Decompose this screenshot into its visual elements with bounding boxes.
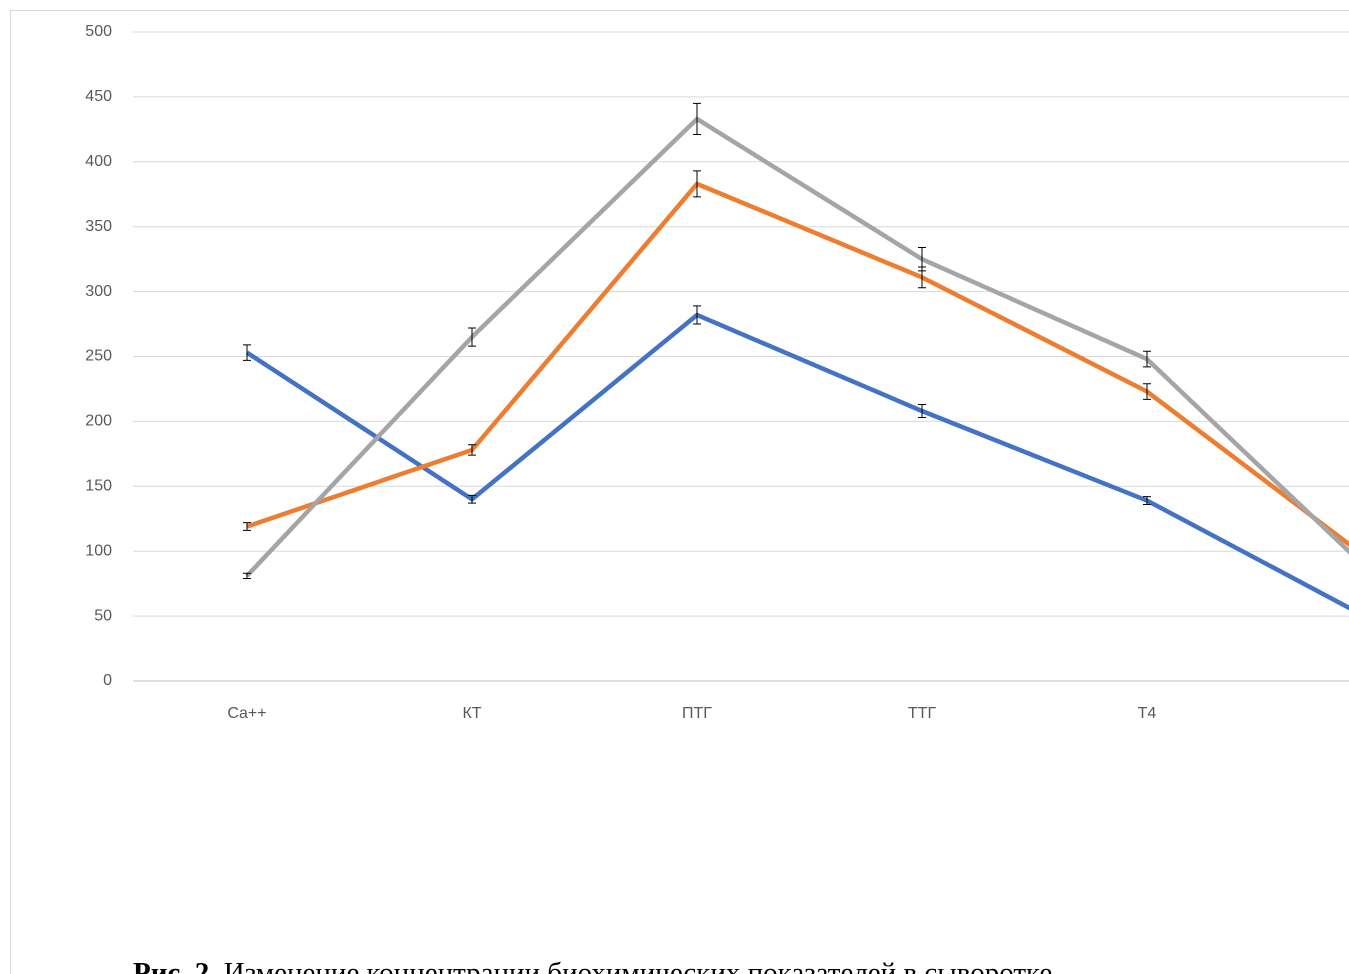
error-bar	[693, 102, 701, 136]
error-bar	[468, 444, 476, 456]
y-tick-label: 200	[85, 413, 112, 430]
error-bar	[243, 522, 251, 531]
error-bar	[243, 572, 251, 579]
x-tick-label: КТ	[462, 705, 481, 722]
error-bar	[1143, 496, 1151, 505]
error-bar	[1143, 383, 1151, 400]
chart-border	[10, 10, 1349, 974]
caption-text: Изменение концентрации биохимических пок…	[224, 957, 1052, 974]
y-tick-label: 250	[85, 348, 112, 365]
y-tick-label: 0	[103, 672, 112, 689]
x-tick-label: Т4	[1138, 705, 1157, 722]
x-tick-label: Ca++	[227, 705, 266, 722]
error-bar	[468, 327, 476, 347]
series-line	[245, 116, 1349, 578]
error-bar	[693, 170, 701, 198]
y-tick-label: 300	[85, 283, 112, 300]
error-bar	[693, 305, 701, 325]
caption: Рис. 2. Изменение концентрации биохимиче…	[133, 957, 1052, 974]
error-bar	[918, 404, 926, 419]
error-bar	[468, 494, 476, 504]
y-tick-label: 500	[85, 23, 112, 40]
y-tick-label: 100	[85, 542, 112, 559]
y-tick-label: 450	[85, 88, 112, 105]
series-line	[245, 312, 1349, 611]
error-bar	[918, 246, 926, 272]
y-tick-label: 350	[85, 218, 112, 235]
y-tick-label: 50	[94, 607, 112, 624]
y-tick-label: 400	[85, 153, 112, 170]
caption-label: Рис. 2.	[133, 957, 217, 974]
error-bar	[243, 344, 251, 361]
y-tick-label: 150	[85, 478, 112, 495]
error-bar	[1143, 350, 1151, 368]
series-line	[246, 181, 1349, 548]
x-tick-label: ТТГ	[908, 705, 937, 722]
x-tick-label: ПТГ	[682, 705, 712, 722]
